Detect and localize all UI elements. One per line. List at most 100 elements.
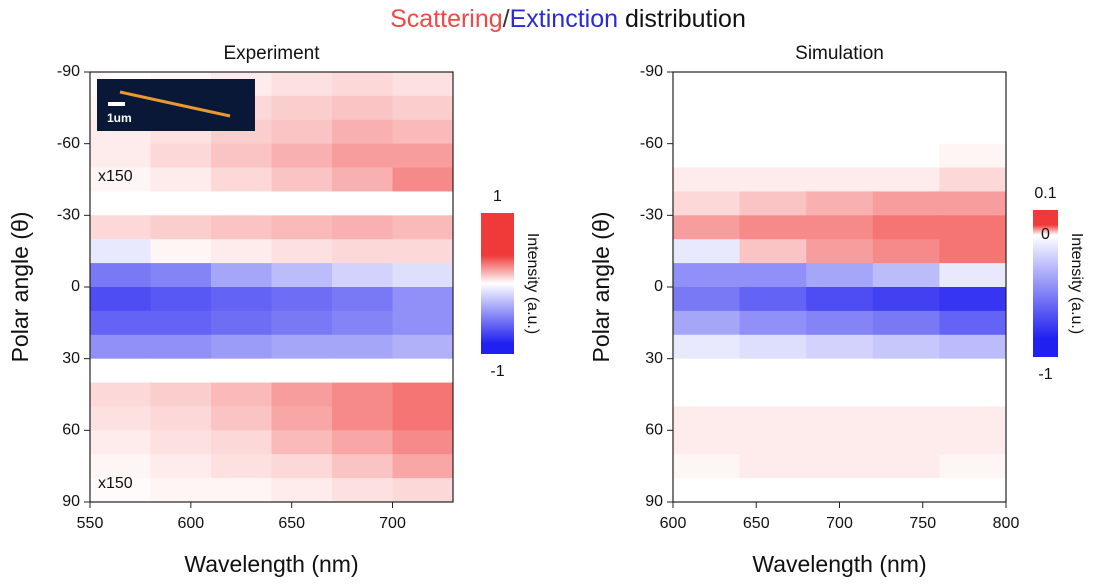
heatmap-cell bbox=[211, 215, 272, 240]
annotation: x150 bbox=[98, 475, 133, 492]
heatmap-cell bbox=[332, 382, 393, 407]
heatmap-cell bbox=[90, 215, 151, 240]
heatmap-cell bbox=[150, 454, 212, 479]
heatmap-cell bbox=[872, 167, 940, 192]
heatmap-cell bbox=[939, 72, 1007, 97]
heatmap-cell bbox=[211, 310, 272, 336]
heatmap-cell bbox=[673, 430, 741, 455]
y-tick-label: -90 bbox=[57, 63, 80, 80]
heatmap-cell bbox=[939, 406, 1007, 431]
heatmap-cell bbox=[211, 287, 272, 312]
heatmap-cell bbox=[392, 167, 454, 192]
heatmap-cell bbox=[739, 310, 807, 336]
y-tick-label: 0 bbox=[654, 278, 663, 295]
heatmap-cell bbox=[271, 382, 333, 407]
heatmap-cell bbox=[271, 239, 333, 264]
heatmap-cell bbox=[150, 430, 212, 455]
heatmap-cell bbox=[872, 119, 940, 145]
heatmap-cell bbox=[271, 406, 333, 431]
heatmap-cell bbox=[739, 167, 807, 192]
y-tick-label: -30 bbox=[640, 207, 663, 224]
heatmap-cell bbox=[271, 454, 333, 479]
heatmap-cell bbox=[673, 358, 741, 384]
heatmap-cell bbox=[271, 72, 333, 97]
y-axis-label: Polar angle (θ) bbox=[7, 212, 33, 363]
heatmap-cell bbox=[271, 191, 333, 216]
heatmap-cell bbox=[872, 358, 940, 384]
title-part: distribution bbox=[618, 5, 746, 33]
heatmap-cell bbox=[872, 334, 940, 360]
heatmap-cell bbox=[872, 478, 940, 503]
heatmap-cell bbox=[211, 358, 272, 384]
heatmap-cell bbox=[939, 215, 1007, 240]
heatmap-cell bbox=[90, 454, 151, 479]
heatmap-cell bbox=[150, 239, 212, 264]
heatmap-cell bbox=[739, 119, 807, 145]
heatmap-cell bbox=[392, 287, 454, 312]
y-tick-label: -60 bbox=[57, 135, 80, 152]
title-part: / bbox=[503, 5, 510, 33]
x-tick-label: 550 bbox=[77, 515, 104, 532]
heatmap-cell bbox=[271, 119, 333, 145]
colorbar-tick-label: -1 bbox=[1038, 366, 1052, 383]
heatmap-cell bbox=[939, 382, 1007, 407]
heatmap-cell bbox=[939, 95, 1007, 121]
heatmap-cell bbox=[392, 406, 454, 431]
colorbar-tick-label: 0.1 bbox=[1034, 185, 1056, 202]
heatmap-cell bbox=[939, 263, 1007, 288]
heatmap-cell bbox=[872, 263, 940, 288]
heatmap-cell bbox=[872, 95, 940, 121]
colorbar bbox=[481, 213, 514, 354]
heatmap-cell bbox=[392, 119, 454, 145]
heatmap-cell bbox=[90, 239, 151, 264]
heatmap-cell bbox=[806, 406, 874, 431]
heatmap-cell bbox=[806, 454, 874, 479]
scale-bar bbox=[108, 102, 125, 106]
heatmap-cell bbox=[673, 167, 741, 192]
heatmap-cell bbox=[806, 215, 874, 240]
x-tick-label: 800 bbox=[993, 515, 1020, 532]
heatmap-cell bbox=[90, 143, 151, 169]
heatmap-cell bbox=[332, 430, 393, 455]
heatmap-cell bbox=[806, 382, 874, 407]
panel-title: Experiment bbox=[223, 43, 320, 64]
heatmap-cell bbox=[271, 167, 333, 192]
heatmap-cell bbox=[271, 215, 333, 240]
heatmap-cell bbox=[739, 478, 807, 503]
annotation: x150 bbox=[98, 168, 133, 185]
x-tick-label: 750 bbox=[909, 515, 936, 532]
annotation: 1um bbox=[107, 111, 132, 125]
heatmap-cell bbox=[673, 334, 741, 360]
heatmap-cell bbox=[739, 72, 807, 97]
heatmap-cell bbox=[739, 263, 807, 288]
heatmap-cell bbox=[90, 310, 151, 336]
heatmap-cell bbox=[90, 478, 151, 503]
heatmap-cell bbox=[90, 382, 151, 407]
heatmap-cell bbox=[150, 382, 212, 407]
y-tick-label: 90 bbox=[62, 493, 80, 510]
y-axis-label: Polar angle (θ) bbox=[588, 212, 614, 363]
heatmap-cell bbox=[806, 239, 874, 264]
heatmap-cell bbox=[392, 215, 454, 240]
heatmap-cell bbox=[673, 215, 741, 240]
heatmap-cell bbox=[806, 143, 874, 169]
colorbar-tick-label: -1 bbox=[490, 363, 504, 380]
heatmap-cell bbox=[739, 287, 807, 312]
heatmap-cell bbox=[90, 263, 151, 288]
heatmap-cell bbox=[673, 119, 741, 145]
heatmap-cell bbox=[150, 358, 212, 384]
heatmap-cell bbox=[806, 263, 874, 288]
heatmap-cell bbox=[90, 406, 151, 431]
heatmap-cell bbox=[150, 143, 212, 169]
y-tick-label: -30 bbox=[57, 207, 80, 224]
heatmap-cell bbox=[739, 334, 807, 360]
heatmap-cell bbox=[673, 191, 741, 216]
heatmap-cell bbox=[939, 143, 1007, 169]
heatmap-cell bbox=[673, 310, 741, 336]
heatmap-cell bbox=[271, 263, 333, 288]
heatmap-cell bbox=[939, 287, 1007, 312]
panel-title: Simulation bbox=[795, 43, 884, 64]
y-tick-label: -60 bbox=[640, 135, 663, 152]
heatmap-cell bbox=[271, 358, 333, 384]
heatmap-cell bbox=[939, 167, 1007, 192]
